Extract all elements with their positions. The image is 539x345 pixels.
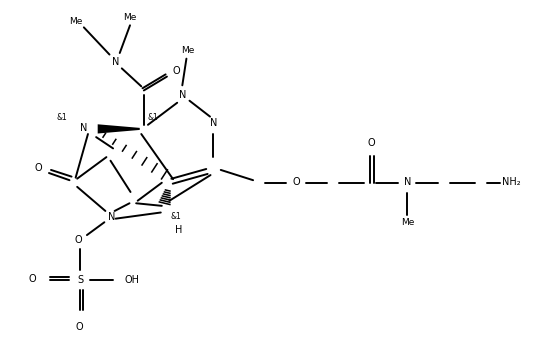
Text: N: N — [80, 123, 87, 133]
Text: O: O — [76, 322, 84, 332]
Text: N: N — [210, 118, 218, 128]
Text: NH₂: NH₂ — [502, 177, 521, 187]
Text: N: N — [108, 212, 115, 222]
Text: Me: Me — [401, 218, 414, 227]
Text: Me: Me — [181, 46, 194, 55]
Text: H: H — [175, 225, 182, 235]
Text: &1: &1 — [171, 211, 182, 220]
Text: O: O — [29, 274, 36, 284]
Text: O: O — [367, 138, 375, 148]
Text: N: N — [112, 57, 119, 67]
Text: S: S — [78, 275, 84, 285]
Text: N: N — [404, 177, 412, 187]
Text: O: O — [172, 67, 180, 77]
Text: N: N — [178, 90, 186, 100]
Text: &1: &1 — [57, 113, 67, 122]
Text: Me: Me — [69, 17, 82, 26]
Text: O: O — [75, 235, 82, 245]
Text: O: O — [292, 177, 300, 187]
Text: Me: Me — [123, 13, 137, 22]
Polygon shape — [98, 124, 140, 134]
Text: &1: &1 — [148, 113, 158, 122]
Text: O: O — [35, 163, 43, 173]
Text: OH: OH — [125, 275, 140, 285]
